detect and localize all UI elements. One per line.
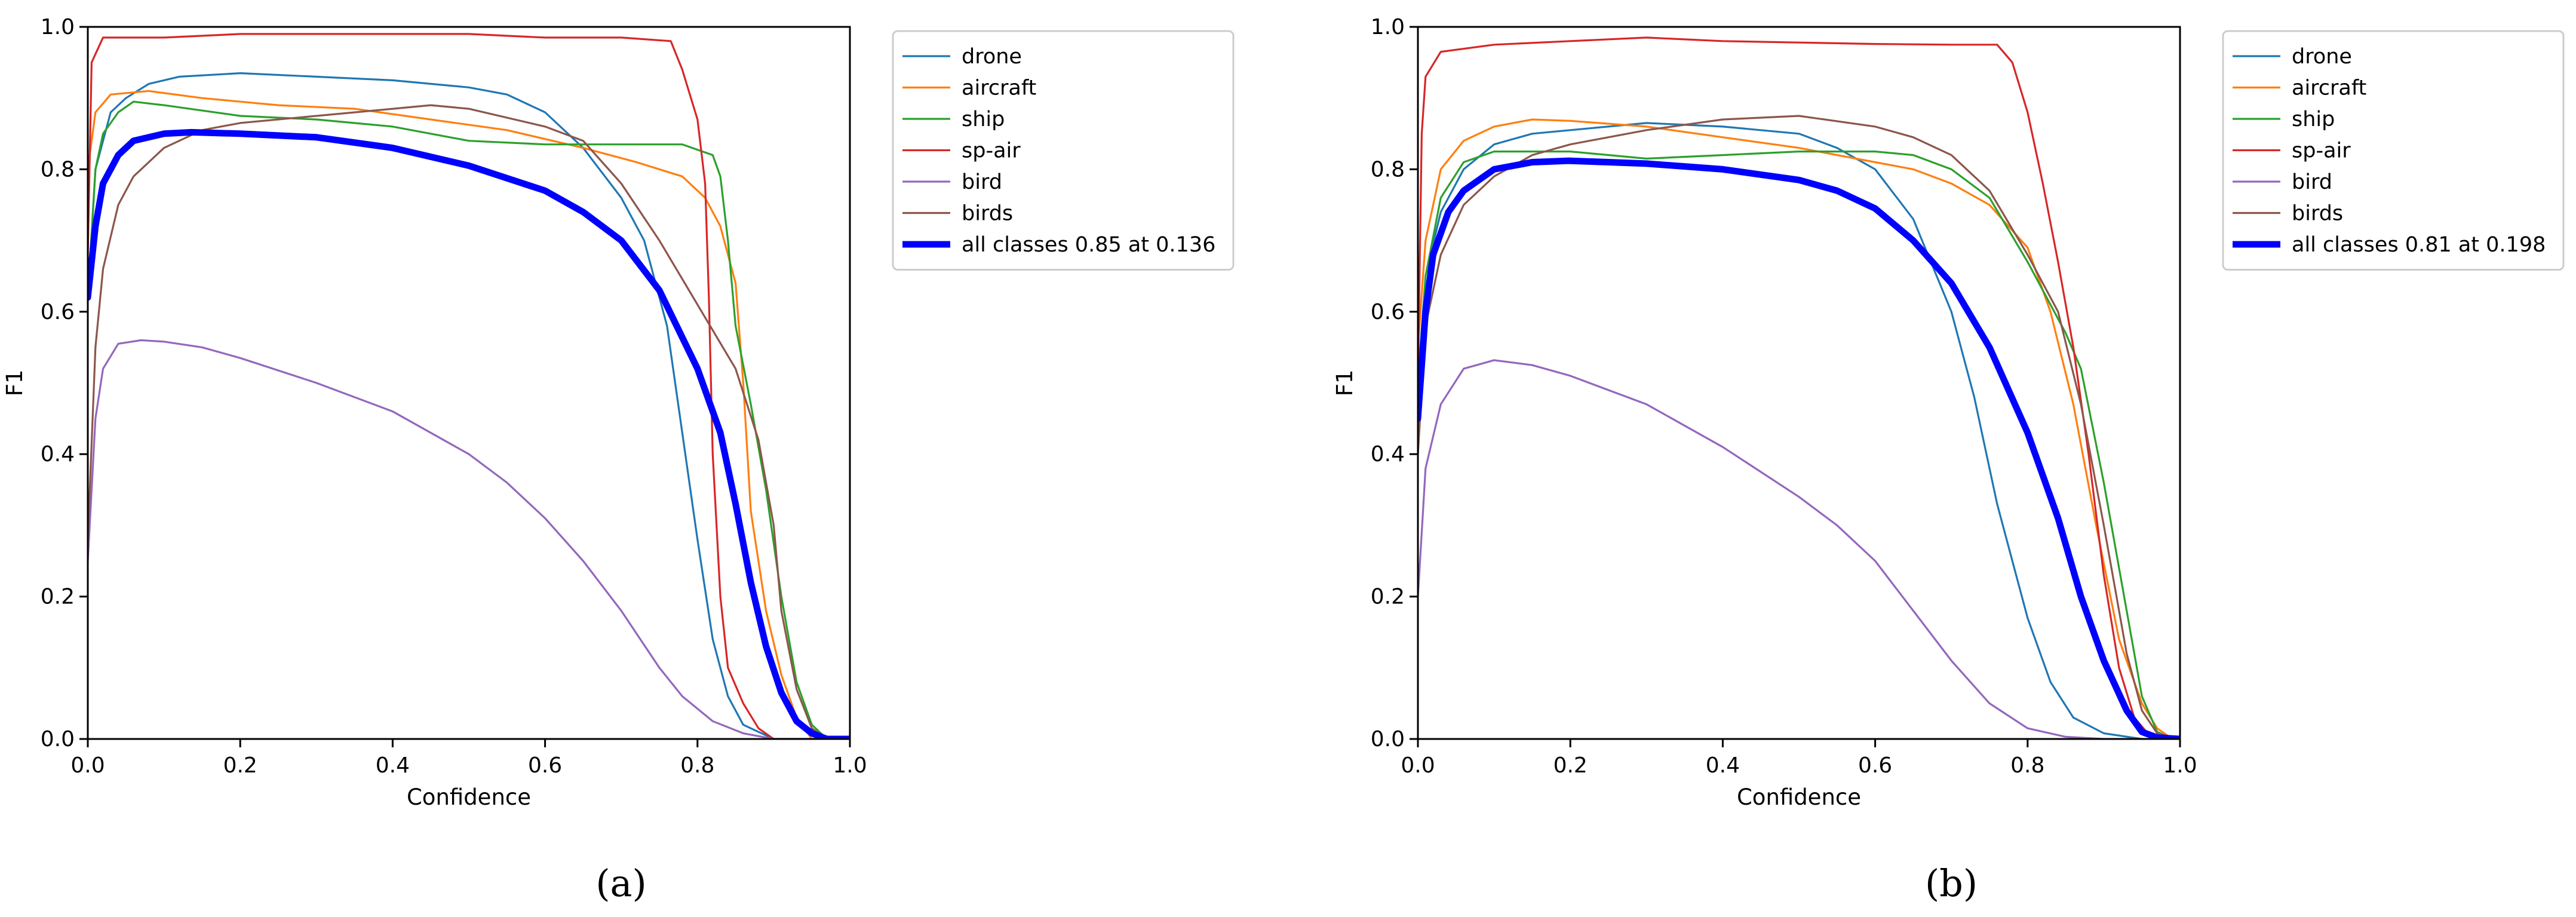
- x-tick-label: 0.0: [70, 753, 105, 778]
- x-tick-label: 1.0: [2163, 753, 2197, 778]
- legend-label: birds: [962, 202, 1013, 226]
- series-line-6: [88, 128, 850, 739]
- y-tick-label: 0.8: [1371, 157, 1405, 182]
- series-line-6: [1418, 157, 2180, 739]
- y-tick-label: 0.6: [1371, 300, 1405, 324]
- legend-label: all classes 0.85 at 0.136: [962, 233, 1215, 257]
- y-tick-label: 0.2: [41, 585, 75, 609]
- y-tick-label: 1.0: [1371, 15, 1405, 39]
- plot-frame: [1417, 26, 2181, 740]
- series-line-5: [88, 104, 850, 739]
- x-tick-label: 0.8: [680, 753, 714, 778]
- x-axis-label: Confidence: [1737, 784, 1861, 810]
- chart-panel-a: 0.0 0.2 0.4 0.6 0.8 1.0 0.0 0.2 0.4 0.6 0.8 1.0 Conf…: [2, 15, 1235, 905]
- x-tick-label: 0.6: [1858, 753, 1892, 778]
- legend-label: drone: [2292, 45, 2352, 69]
- x-tick-label: 0.2: [223, 753, 257, 778]
- y-tick-label: 0.4: [1371, 442, 1405, 467]
- legend: drone aircraft ship sp-air bird birds all clas…: [892, 30, 1235, 271]
- series-line-2: [88, 100, 850, 739]
- legend: drone aircraft ship sp-air bird birds all clas…: [2222, 30, 2565, 271]
- plot-frame: [87, 26, 851, 740]
- x-tick-label: 0.4: [376, 753, 410, 778]
- legend-label: sp-air: [962, 139, 1021, 163]
- legend-label: ship: [2292, 108, 2335, 131]
- x-tick-label: 1.0: [833, 753, 867, 778]
- legend-label: aircraft: [2292, 76, 2366, 100]
- series-line-2: [1418, 151, 2180, 739]
- y-tick-label: 0.2: [1371, 585, 1405, 609]
- legend-label: drone: [962, 45, 1022, 69]
- x-tick-label: 0.8: [2010, 753, 2044, 778]
- legend-label: ship: [962, 108, 1005, 131]
- legend-label: all classes 0.81 at 0.198: [2292, 233, 2546, 257]
- series-line-3: [1418, 36, 2180, 739]
- y-tick-label: 0.6: [41, 300, 75, 324]
- x-tick-label: 0.4: [1706, 753, 1740, 778]
- legend-label: bird: [962, 170, 1002, 194]
- legend-label: birds: [2292, 202, 2343, 226]
- series-line-1: [88, 90, 850, 739]
- x-tick-label: 0.0: [1401, 753, 1435, 778]
- y-tick-label: 1.0: [41, 15, 75, 39]
- legend-label: bird: [2292, 170, 2332, 194]
- series-line-1: [1418, 118, 2180, 739]
- series-line-4: [1418, 359, 2180, 739]
- legend-label: sp-air: [2292, 139, 2351, 163]
- y-axis-label: F1: [1332, 370, 1358, 397]
- x-tick-label: 0.2: [1553, 753, 1588, 778]
- series-line-5: [1418, 115, 2180, 739]
- panel-caption: (a): [595, 861, 646, 905]
- y-tick-label: 0.0: [41, 727, 75, 752]
- y-tick-label: 0.8: [41, 157, 75, 182]
- chart-panel-b: 0.0 0.2 0.4 0.6 0.8 1.0 0.0 0.2 0.4 0.6 0.8 1.0 Conf…: [1332, 15, 2565, 905]
- y-axis-label: F1: [2, 370, 27, 397]
- x-axis-label: Confidence: [407, 784, 531, 810]
- y-tick-label: 0.4: [41, 442, 75, 467]
- y-tick-label: 0.0: [1371, 727, 1405, 752]
- panel-caption: (b): [1925, 861, 1978, 905]
- x-tick-label: 0.6: [528, 753, 562, 778]
- legend-box: [892, 30, 1235, 271]
- series-line-3: [88, 33, 850, 739]
- legend-label: aircraft: [962, 76, 1036, 100]
- legend-box: [2222, 30, 2565, 271]
- series-line-0: [88, 72, 850, 739]
- series-line-4: [88, 339, 850, 739]
